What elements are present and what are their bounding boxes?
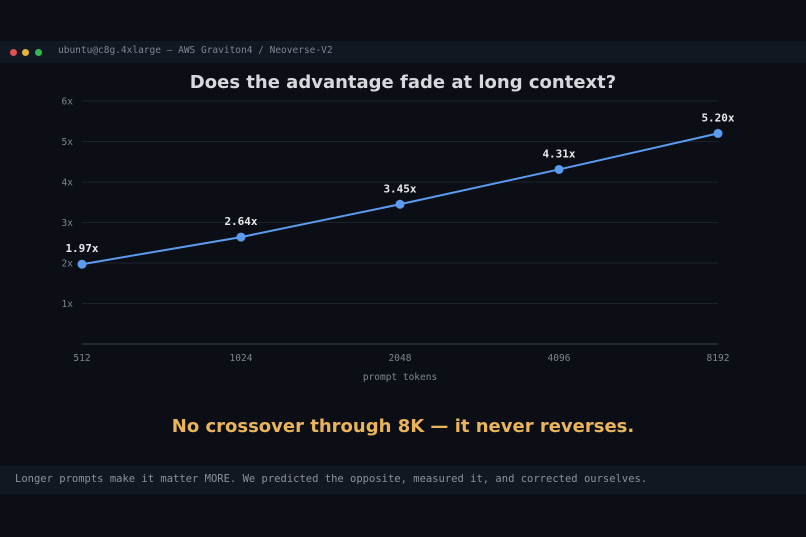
window-title: ubuntu@c8g.4xlarge — AWS Graviton4 / Neo… bbox=[58, 45, 333, 56]
minimize-window-button[interactable] bbox=[22, 48, 29, 56]
data-point bbox=[236, 232, 246, 242]
y-tick-label: 4x bbox=[62, 178, 74, 189]
close-window-button[interactable] bbox=[10, 48, 17, 56]
series-line bbox=[81, 132, 719, 266]
x-tick-label: 1024 bbox=[230, 353, 253, 364]
y-tick-label: 3x bbox=[62, 218, 74, 229]
y-tick-label: 2x bbox=[62, 259, 74, 270]
x-tick-label: 512 bbox=[73, 353, 90, 364]
data-point bbox=[713, 128, 723, 138]
callout-text: No crossover through 8K — it never rever… bbox=[171, 416, 635, 437]
maximize-window-button[interactable] bbox=[35, 48, 42, 56]
y-tick-label: 1x bbox=[62, 299, 74, 310]
page-title: Does the advantage fade at long context? bbox=[189, 72, 617, 93]
x-tick-label: 8192 bbox=[707, 353, 730, 364]
data-label: 5.20x bbox=[701, 111, 734, 124]
x-tick-label: 2048 bbox=[389, 353, 412, 364]
data-label: 1.97x bbox=[65, 242, 98, 255]
footer-bar: Longer prompts make it matter MORE. We p… bbox=[0, 466, 806, 494]
y-tick-label: 5x bbox=[62, 137, 74, 148]
footer-note: Longer prompts make it matter MORE. We p… bbox=[15, 473, 648, 485]
data-label: 4.31x bbox=[542, 147, 575, 160]
data-point bbox=[395, 199, 405, 209]
x-axis-label: prompt tokens bbox=[363, 372, 437, 383]
y-tick-label: 6x bbox=[62, 97, 74, 108]
window-titlebar: ubuntu@c8g.4xlarge — AWS Graviton4 / Neo… bbox=[0, 41, 806, 63]
data-point bbox=[77, 259, 87, 269]
x-tick-label: 4096 bbox=[548, 353, 571, 364]
data-label: 3.45x bbox=[383, 182, 416, 195]
data-point bbox=[554, 164, 564, 174]
data-label: 2.64x bbox=[224, 215, 257, 228]
